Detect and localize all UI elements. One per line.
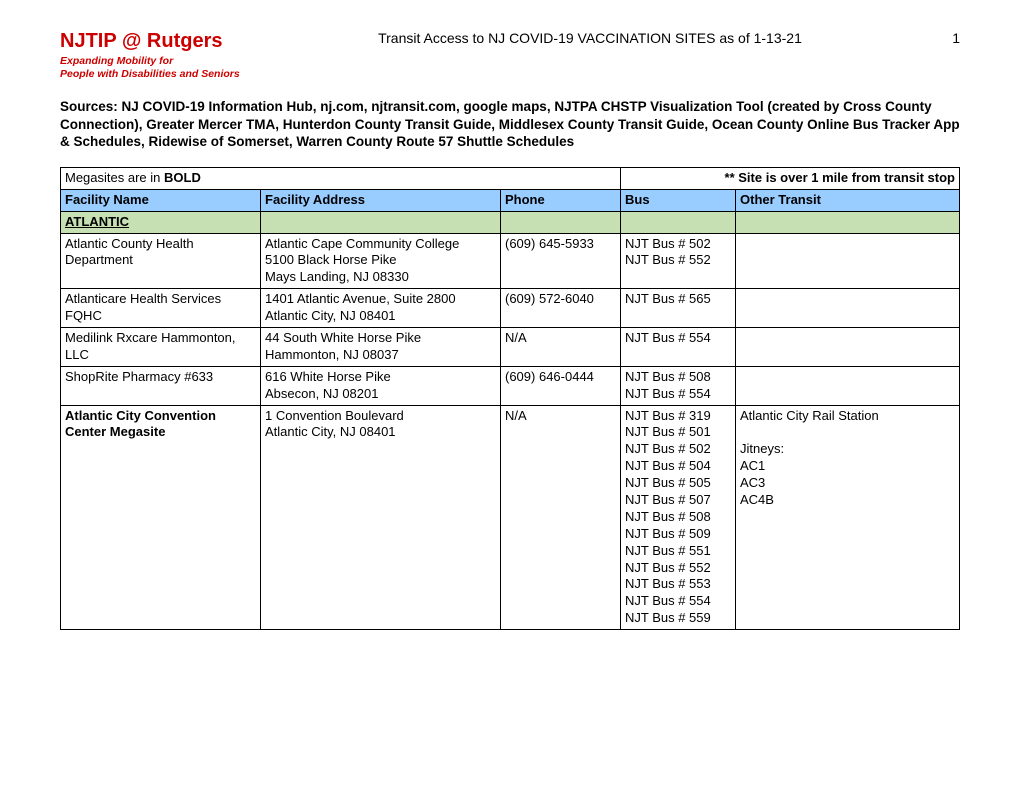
table-cell: 1 Convention Boulevard Atlantic City, NJ…	[261, 405, 501, 630]
table-cell: NJT Bus # 554	[621, 327, 736, 366]
col-phone: Phone	[501, 189, 621, 211]
table-cell: Medilink Rxcare Hammonton, LLC	[61, 327, 261, 366]
table-cell: 1401 Atlantic Avenue, Suite 2800Atlantic…	[261, 289, 501, 328]
table-cell: NJT Bus # 502NJT Bus # 552	[621, 233, 736, 289]
table-cell: NJT Bus # 565	[621, 289, 736, 328]
table-row: Medilink Rxcare Hammonton, LLC44 South W…	[61, 327, 960, 366]
table-cell: 616 White Horse PikeAbsecon, NJ 08201	[261, 366, 501, 405]
county-name: ATLANTIC	[61, 211, 261, 233]
table-cell: Atlantic County Health Department	[61, 233, 261, 289]
logo-subtitle: Expanding Mobility for People with Disab…	[60, 55, 260, 80]
table-cell: N/A	[501, 405, 621, 630]
table-cell: (609) 646-0444	[501, 366, 621, 405]
table-cell: (609) 645-5933	[501, 233, 621, 289]
table-cell: ShopRite Pharmacy #633	[61, 366, 261, 405]
col-bus: Bus	[621, 189, 736, 211]
page-header: NJTIP @ Rutgers Expanding Mobility for P…	[60, 30, 960, 80]
table-cell: Atlantic City Rail StationJitneys:AC1AC3…	[736, 405, 960, 630]
table-cell	[736, 233, 960, 289]
table-cell: Atlantic City Convention Center Megasite	[61, 405, 261, 630]
column-header-row: Facility Name Facility Address Phone Bus…	[61, 189, 960, 211]
table-cell: NJT Bus # 319NJT Bus # 501NJT Bus # 502N…	[621, 405, 736, 630]
table-cell: (609) 572-6040	[501, 289, 621, 328]
table-row: Atlantic City Convention Center Megasite…	[61, 405, 960, 630]
col-name: Facility Name	[61, 189, 261, 211]
table-row: ShopRite Pharmacy #633616 White Horse Pi…	[61, 366, 960, 405]
logo-block: NJTIP @ Rutgers Expanding Mobility for P…	[60, 30, 260, 80]
table-cell	[736, 366, 960, 405]
table-cell	[736, 289, 960, 328]
table-cell: N/A	[501, 327, 621, 366]
legend-left: Megasites are in BOLD	[61, 167, 621, 189]
logo-title: NJTIP @ Rutgers	[60, 30, 260, 53]
table-cell: Atlanticare Health Services FQHC	[61, 289, 261, 328]
vaccination-sites-table: Megasites are in BOLD ** Site is over 1 …	[60, 167, 960, 630]
legend-right: ** Site is over 1 mile from transit stop	[621, 167, 960, 189]
table-cell: NJT Bus # 508NJT Bus # 554	[621, 366, 736, 405]
col-address: Facility Address	[261, 189, 501, 211]
county-header-row: ATLANTIC	[61, 211, 960, 233]
page-number: 1	[920, 30, 960, 46]
table-cell: 44 South White Horse PikeHammonton, NJ 0…	[261, 327, 501, 366]
table-row: Atlantic County Health DepartmentAtlanti…	[61, 233, 960, 289]
document-title: Transit Access to NJ COVID-19 VACCINATIO…	[260, 30, 920, 46]
col-other: Other Transit	[736, 189, 960, 211]
table-cell	[736, 327, 960, 366]
table-cell: Atlantic Cape Community College5100 Blac…	[261, 233, 501, 289]
table-legend-row: Megasites are in BOLD ** Site is over 1 …	[61, 167, 960, 189]
sources-paragraph: Sources: NJ COVID-19 Information Hub, nj…	[60, 98, 960, 151]
table-row: Atlanticare Health Services FQHC1401 Atl…	[61, 289, 960, 328]
